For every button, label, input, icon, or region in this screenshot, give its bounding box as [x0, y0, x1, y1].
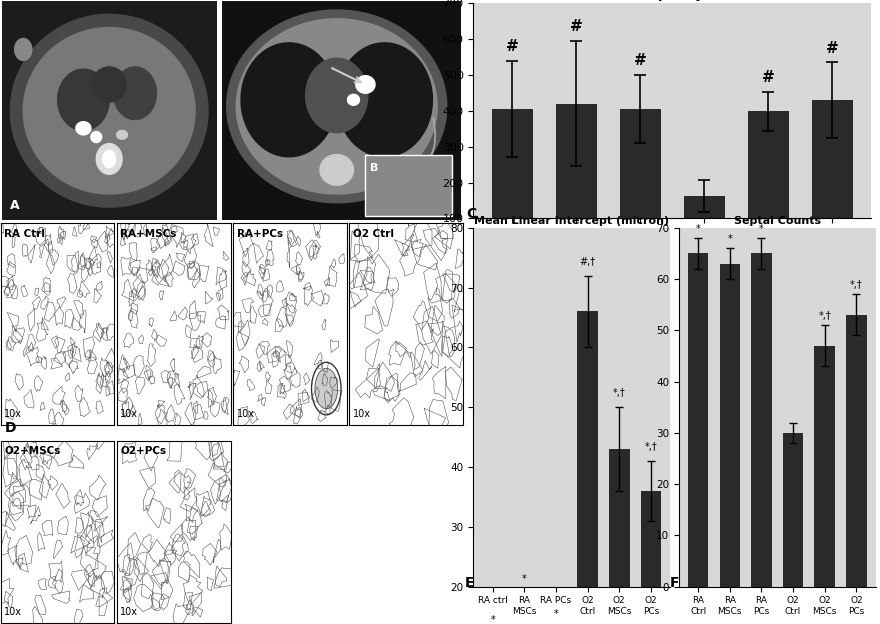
Polygon shape — [320, 155, 354, 185]
Bar — [811, 100, 853, 255]
Polygon shape — [103, 150, 115, 168]
Text: *,†: *,† — [644, 442, 657, 452]
Bar — [720, 264, 740, 587]
Polygon shape — [96, 144, 122, 174]
Title: Septal Counts: Septal Counts — [734, 216, 821, 226]
Text: 10x: 10x — [121, 607, 138, 617]
Text: *: * — [696, 224, 700, 234]
Bar — [846, 315, 867, 587]
Text: RA Ctrl: RA Ctrl — [4, 229, 45, 239]
Text: RA+MSCs: RA+MSCs — [121, 229, 177, 239]
Text: #: # — [570, 19, 583, 34]
Text: E: E — [465, 575, 474, 590]
Bar — [815, 346, 835, 587]
Polygon shape — [114, 67, 157, 120]
Bar — [577, 311, 598, 624]
FancyBboxPatch shape — [365, 155, 451, 216]
Text: O2+PCs: O2+PCs — [121, 446, 166, 456]
Text: #: # — [762, 71, 774, 85]
Bar — [555, 104, 598, 255]
Bar — [641, 491, 661, 624]
Bar — [684, 196, 725, 255]
Text: 10x: 10x — [121, 409, 138, 419]
Bar — [609, 449, 629, 624]
Text: RA+PCs: RA+PCs — [237, 229, 282, 239]
Bar — [514, 622, 534, 624]
Title: Mean Linear Intercept (micron): Mean Linear Intercept (micron) — [474, 216, 670, 226]
Bar — [747, 112, 789, 255]
Text: #,†: #,† — [580, 256, 596, 266]
Polygon shape — [15, 39, 32, 61]
Text: B: B — [370, 163, 378, 173]
Text: *: * — [490, 615, 495, 624]
Polygon shape — [57, 69, 109, 130]
Text: *,†: *,† — [818, 311, 831, 321]
Bar — [752, 253, 772, 587]
Polygon shape — [337, 43, 432, 157]
Polygon shape — [305, 58, 368, 133]
Polygon shape — [356, 76, 375, 93]
Text: F: F — [671, 575, 679, 590]
Polygon shape — [76, 122, 91, 135]
Text: *,†: *,† — [850, 280, 862, 290]
Bar — [688, 253, 708, 587]
Text: *: * — [728, 234, 732, 244]
Polygon shape — [92, 67, 127, 102]
Text: *: * — [759, 224, 764, 234]
Text: #: # — [634, 54, 647, 69]
Circle shape — [315, 368, 338, 409]
Polygon shape — [11, 14, 208, 207]
Polygon shape — [227, 10, 447, 203]
Bar — [783, 433, 803, 587]
Polygon shape — [117, 130, 128, 139]
Text: O2 Ctrl: O2 Ctrl — [353, 229, 393, 239]
Text: 10x: 10x — [237, 409, 254, 419]
Text: C: C — [466, 207, 477, 222]
Polygon shape — [236, 19, 437, 194]
Bar — [492, 109, 533, 255]
FancyArrowPatch shape — [399, 118, 436, 180]
Text: 10x: 10x — [4, 409, 22, 419]
Polygon shape — [91, 132, 102, 142]
Text: 10x: 10x — [4, 607, 22, 617]
Text: *,†: *,† — [612, 388, 626, 398]
Text: D: D — [4, 421, 16, 436]
Text: A: A — [11, 198, 20, 212]
Polygon shape — [348, 94, 359, 105]
Text: *: * — [554, 610, 558, 620]
Text: #: # — [826, 41, 839, 56]
Polygon shape — [23, 27, 195, 194]
Text: 10x: 10x — [353, 409, 370, 419]
Text: #: # — [506, 39, 518, 54]
Text: *: * — [522, 573, 527, 583]
Text: O2+MSCs: O2+MSCs — [4, 446, 61, 456]
Polygon shape — [241, 43, 337, 157]
Bar — [620, 109, 661, 255]
